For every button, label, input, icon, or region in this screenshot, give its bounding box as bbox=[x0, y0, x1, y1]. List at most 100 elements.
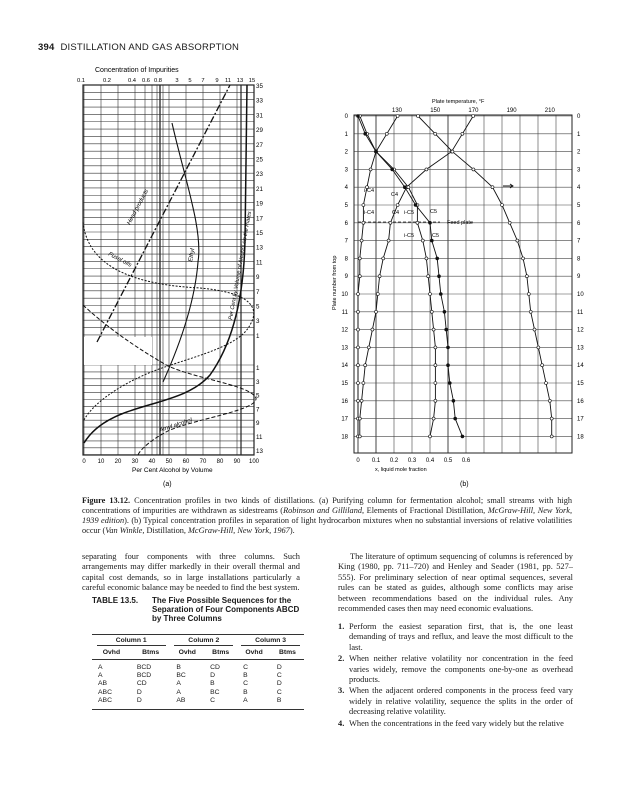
tick-label: 0.5 bbox=[444, 458, 453, 464]
data-point bbox=[431, 416, 436, 421]
figure-a-panel-label: (a) bbox=[163, 481, 172, 488]
table-cell: BC bbox=[176, 672, 186, 680]
data-point bbox=[361, 381, 366, 385]
tick-label: 10 bbox=[577, 292, 584, 298]
data-point bbox=[356, 363, 360, 368]
figure-b-bottom-ticks: 0 0.1 0.2 0.3 0.4 0.5 0.6 bbox=[356, 458, 471, 464]
data-point bbox=[444, 327, 449, 332]
data-point bbox=[428, 434, 432, 439]
tick-label: 3 bbox=[256, 318, 260, 325]
tick-label: 11 bbox=[577, 310, 584, 316]
figure-a: Concentration of Impurities 0.1 0.2 0.4 0.6… bbox=[77, 67, 263, 488]
tick-label: 0.2 bbox=[103, 78, 111, 84]
data-point bbox=[428, 292, 432, 296]
tick-label: 210 bbox=[545, 108, 556, 114]
tick-label: 3 bbox=[175, 78, 178, 84]
caption-label: Figure 13.12. bbox=[82, 496, 131, 505]
tick-label: 13 bbox=[256, 245, 263, 252]
data-point bbox=[429, 309, 434, 314]
caption-citation-publisher: McGraw-Hill, New York, 1939 edition bbox=[82, 506, 573, 525]
tick-label: 11 bbox=[256, 259, 263, 266]
data-point bbox=[515, 238, 520, 243]
tick-label: 29 bbox=[256, 127, 263, 134]
caption-citation-author: Van Winkle bbox=[105, 526, 143, 535]
tick-label: 13 bbox=[237, 78, 243, 84]
data-point bbox=[428, 221, 432, 225]
data-point bbox=[370, 327, 375, 332]
tick-label: 0.6 bbox=[142, 78, 150, 84]
arrow-icon bbox=[503, 183, 514, 189]
table-cell: B bbox=[243, 672, 248, 680]
tick-label: 11 bbox=[342, 310, 349, 316]
data-point bbox=[395, 114, 400, 118]
data-point bbox=[433, 398, 438, 403]
data-point bbox=[377, 274, 382, 279]
figure-caption: Figure 13.12. Concentration profiles in … bbox=[82, 496, 572, 536]
tick-label: 15 bbox=[577, 381, 584, 387]
data-point bbox=[356, 381, 360, 385]
table-subheader: Ovhd bbox=[170, 647, 205, 660]
tick-label: 11 bbox=[225, 78, 231, 84]
table-subheader: Btms bbox=[204, 647, 238, 660]
figure-a-grid bbox=[83, 84, 255, 456]
table-caption: The Five Possible Sequences for the Sepa… bbox=[152, 596, 300, 623]
data-point bbox=[526, 292, 531, 296]
tick-label: 1 bbox=[256, 333, 260, 340]
table-cell: D bbox=[276, 664, 282, 671]
table-cell: B bbox=[276, 696, 282, 704]
figure-a-bottom-ticks: 0 10 20 30 40 50 60 70 80 90 100 bbox=[82, 459, 259, 465]
tick-label: 0.6 bbox=[462, 458, 471, 464]
data-point bbox=[433, 345, 438, 350]
table-cell: D bbox=[276, 680, 282, 688]
tick-label: 10 bbox=[98, 459, 105, 465]
tick-label: 18 bbox=[341, 434, 348, 440]
data-point bbox=[471, 167, 476, 172]
table-group-header: Column 1 bbox=[92, 635, 170, 648]
tick-label: 1 bbox=[256, 365, 260, 372]
tick-label: 25 bbox=[256, 157, 263, 164]
tick-label: 9 bbox=[577, 274, 581, 280]
tick-label: 5 bbox=[188, 78, 191, 84]
table-row: AB CD A B C D bbox=[92, 680, 304, 688]
tick-label: 3 bbox=[345, 167, 349, 173]
table-row: ABC D AB C A B bbox=[92, 697, 304, 710]
tick-label: 10 bbox=[341, 292, 348, 298]
data-point bbox=[374, 149, 378, 154]
tick-label: 5 bbox=[256, 393, 260, 400]
tick-label: 27 bbox=[256, 142, 263, 149]
tick-label: 30 bbox=[132, 459, 139, 465]
tick-label: 12 bbox=[341, 328, 348, 334]
table-row: ABC D A BC B C bbox=[92, 689, 304, 697]
data-point bbox=[384, 132, 389, 136]
data-point bbox=[426, 274, 431, 279]
tick-label: 19 bbox=[256, 201, 263, 208]
tick-label: 0.4 bbox=[426, 458, 435, 464]
data-point bbox=[424, 167, 429, 172]
table-cell: C bbox=[210, 696, 216, 704]
figure-a-top-title: Concentration of Impurities bbox=[95, 67, 179, 74]
table-cell: AB bbox=[176, 696, 186, 704]
tick-label: 4 bbox=[345, 185, 349, 191]
table-cell: BC bbox=[210, 688, 220, 696]
tick-label: 9 bbox=[345, 274, 349, 280]
data-point bbox=[437, 274, 441, 279]
table-cell: A bbox=[243, 696, 248, 704]
ic5-label: i-C5 bbox=[404, 210, 414, 216]
rule-text: When the concentrations in the feed vary… bbox=[349, 718, 564, 728]
rule-number: 3. bbox=[338, 686, 345, 696]
data-point bbox=[356, 309, 360, 314]
tick-label: 21 bbox=[256, 186, 263, 193]
c5-label-2: C5 bbox=[432, 233, 439, 239]
figure-a-xlabel: Per Cent Alcohol by Volume bbox=[132, 467, 213, 474]
table-cell: C bbox=[276, 688, 282, 696]
data-point bbox=[375, 292, 380, 296]
table-label: TABLE 13.5. bbox=[92, 596, 139, 605]
data-point bbox=[471, 114, 476, 118]
figure-b-xlabel: x, liquid mole fraction bbox=[375, 467, 427, 473]
table-cell: BCD bbox=[136, 672, 152, 680]
table-row: A BCD B CD C D bbox=[92, 660, 304, 673]
data-point bbox=[359, 238, 364, 243]
data-point bbox=[374, 309, 378, 314]
data-point bbox=[368, 167, 373, 172]
